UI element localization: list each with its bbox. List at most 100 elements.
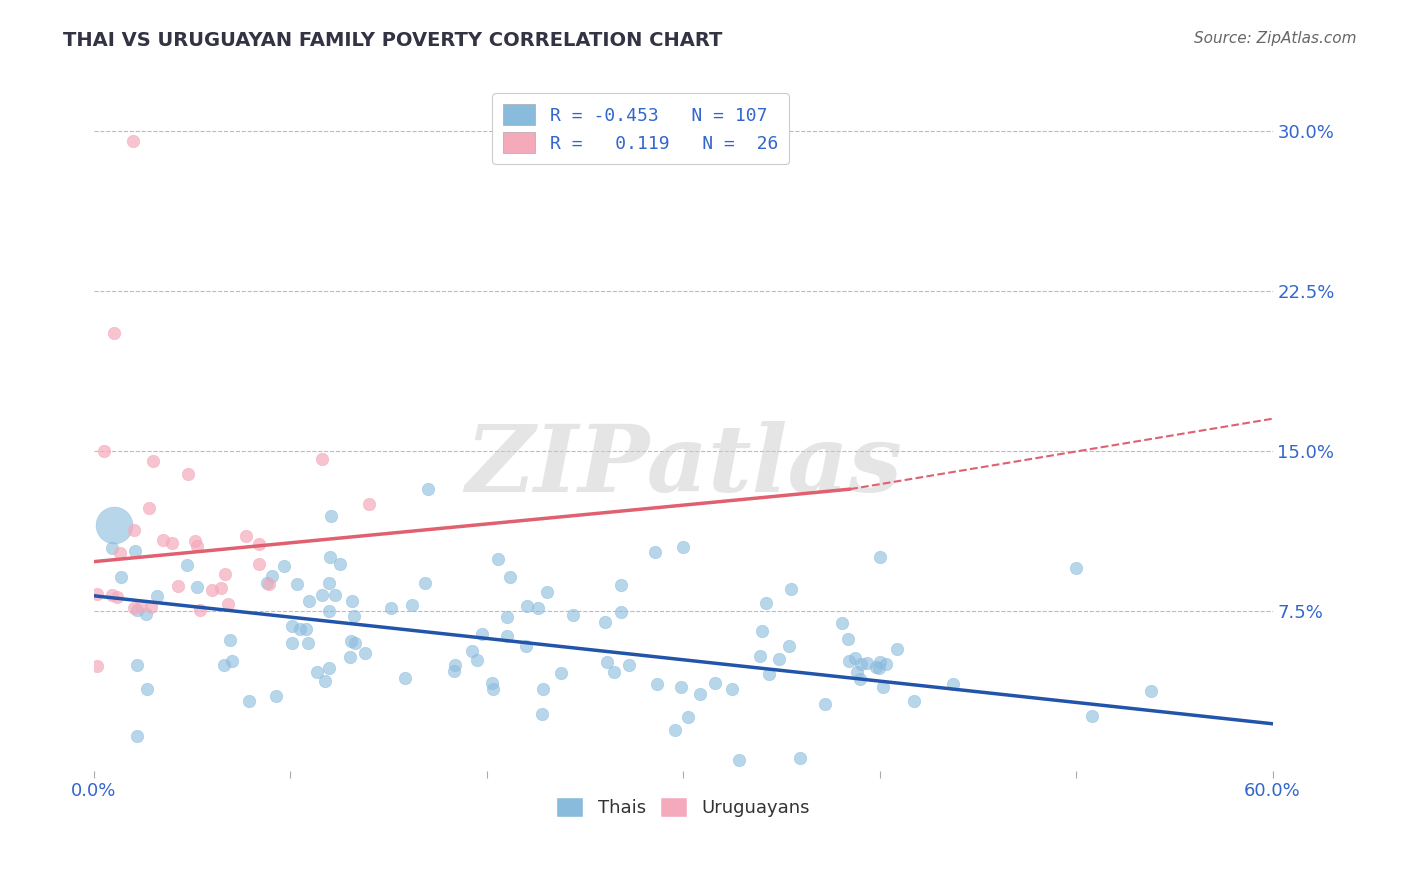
Point <box>343 608 366 623</box>
Point <box>869 656 891 670</box>
Text: ZIPatlas: ZIPatlas <box>465 421 901 510</box>
Point <box>177 467 200 481</box>
Point <box>323 588 346 602</box>
Point <box>550 665 572 680</box>
Point <box>201 582 224 597</box>
Point <box>221 654 243 668</box>
Point <box>872 680 894 694</box>
Point <box>669 680 692 694</box>
Point <box>311 452 333 467</box>
Point <box>260 569 283 583</box>
Point <box>214 566 236 581</box>
Point <box>139 600 162 615</box>
Point <box>152 533 174 548</box>
Point <box>704 676 727 690</box>
Point <box>110 570 132 584</box>
Point <box>217 597 239 611</box>
Point <box>101 588 124 602</box>
Point <box>127 730 149 744</box>
Point <box>444 658 467 673</box>
Point <box>672 540 695 554</box>
Point <box>609 605 631 619</box>
Point <box>86 659 108 673</box>
Point <box>401 599 423 613</box>
Point <box>496 629 519 643</box>
Point <box>527 600 550 615</box>
Point <box>460 643 482 657</box>
Point <box>122 601 145 615</box>
Point <box>413 576 436 591</box>
Point <box>831 616 853 631</box>
Point <box>1081 708 1104 723</box>
Point <box>942 677 965 691</box>
Point <box>849 657 872 672</box>
Point <box>318 576 340 591</box>
Point <box>298 594 321 608</box>
Point <box>516 599 538 613</box>
Point <box>689 687 711 701</box>
Point <box>496 609 519 624</box>
Point <box>536 585 558 599</box>
Point <box>124 544 146 558</box>
Point <box>257 577 280 591</box>
Point <box>339 650 361 665</box>
Point <box>354 647 377 661</box>
Point <box>281 619 304 633</box>
Point <box>219 632 242 647</box>
Point <box>281 636 304 650</box>
Point <box>183 533 205 548</box>
Point <box>190 603 212 617</box>
Point <box>100 541 122 555</box>
Point <box>1064 561 1087 575</box>
Point <box>314 673 336 688</box>
Point <box>138 501 160 516</box>
Point <box>297 636 319 650</box>
Point <box>416 482 439 496</box>
Point <box>311 588 333 602</box>
Point <box>603 665 626 679</box>
Point <box>789 750 811 764</box>
Point <box>273 559 295 574</box>
Point <box>264 689 287 703</box>
Point <box>849 672 872 686</box>
Point <box>319 508 342 523</box>
Point <box>837 632 859 646</box>
Point <box>339 634 361 648</box>
Point <box>186 580 208 594</box>
Point <box>125 658 148 673</box>
Point <box>645 677 668 691</box>
Point <box>515 640 537 654</box>
Point <box>357 497 380 511</box>
Point <box>727 753 749 767</box>
Point <box>290 622 312 636</box>
Point <box>758 666 780 681</box>
Point <box>471 626 494 640</box>
Point <box>778 639 800 653</box>
Point <box>845 665 868 679</box>
Point <box>865 660 887 674</box>
Point <box>93 443 115 458</box>
Point <box>1140 684 1163 698</box>
Point <box>212 657 235 672</box>
Point <box>209 582 232 596</box>
Point <box>122 135 145 149</box>
Point <box>838 654 860 668</box>
Point <box>342 594 364 608</box>
Point <box>562 607 585 622</box>
Point <box>394 672 416 686</box>
Point <box>530 706 553 721</box>
Point <box>344 636 367 650</box>
Point <box>676 710 699 724</box>
Point <box>380 600 402 615</box>
Point <box>318 550 340 565</box>
Point <box>103 326 125 341</box>
Point <box>780 582 803 597</box>
Point <box>531 681 554 696</box>
Point <box>256 576 278 591</box>
Point <box>110 545 132 559</box>
Point <box>136 682 159 697</box>
Point <box>135 607 157 622</box>
Point <box>146 590 169 604</box>
Point <box>869 550 891 565</box>
Point <box>247 557 270 571</box>
